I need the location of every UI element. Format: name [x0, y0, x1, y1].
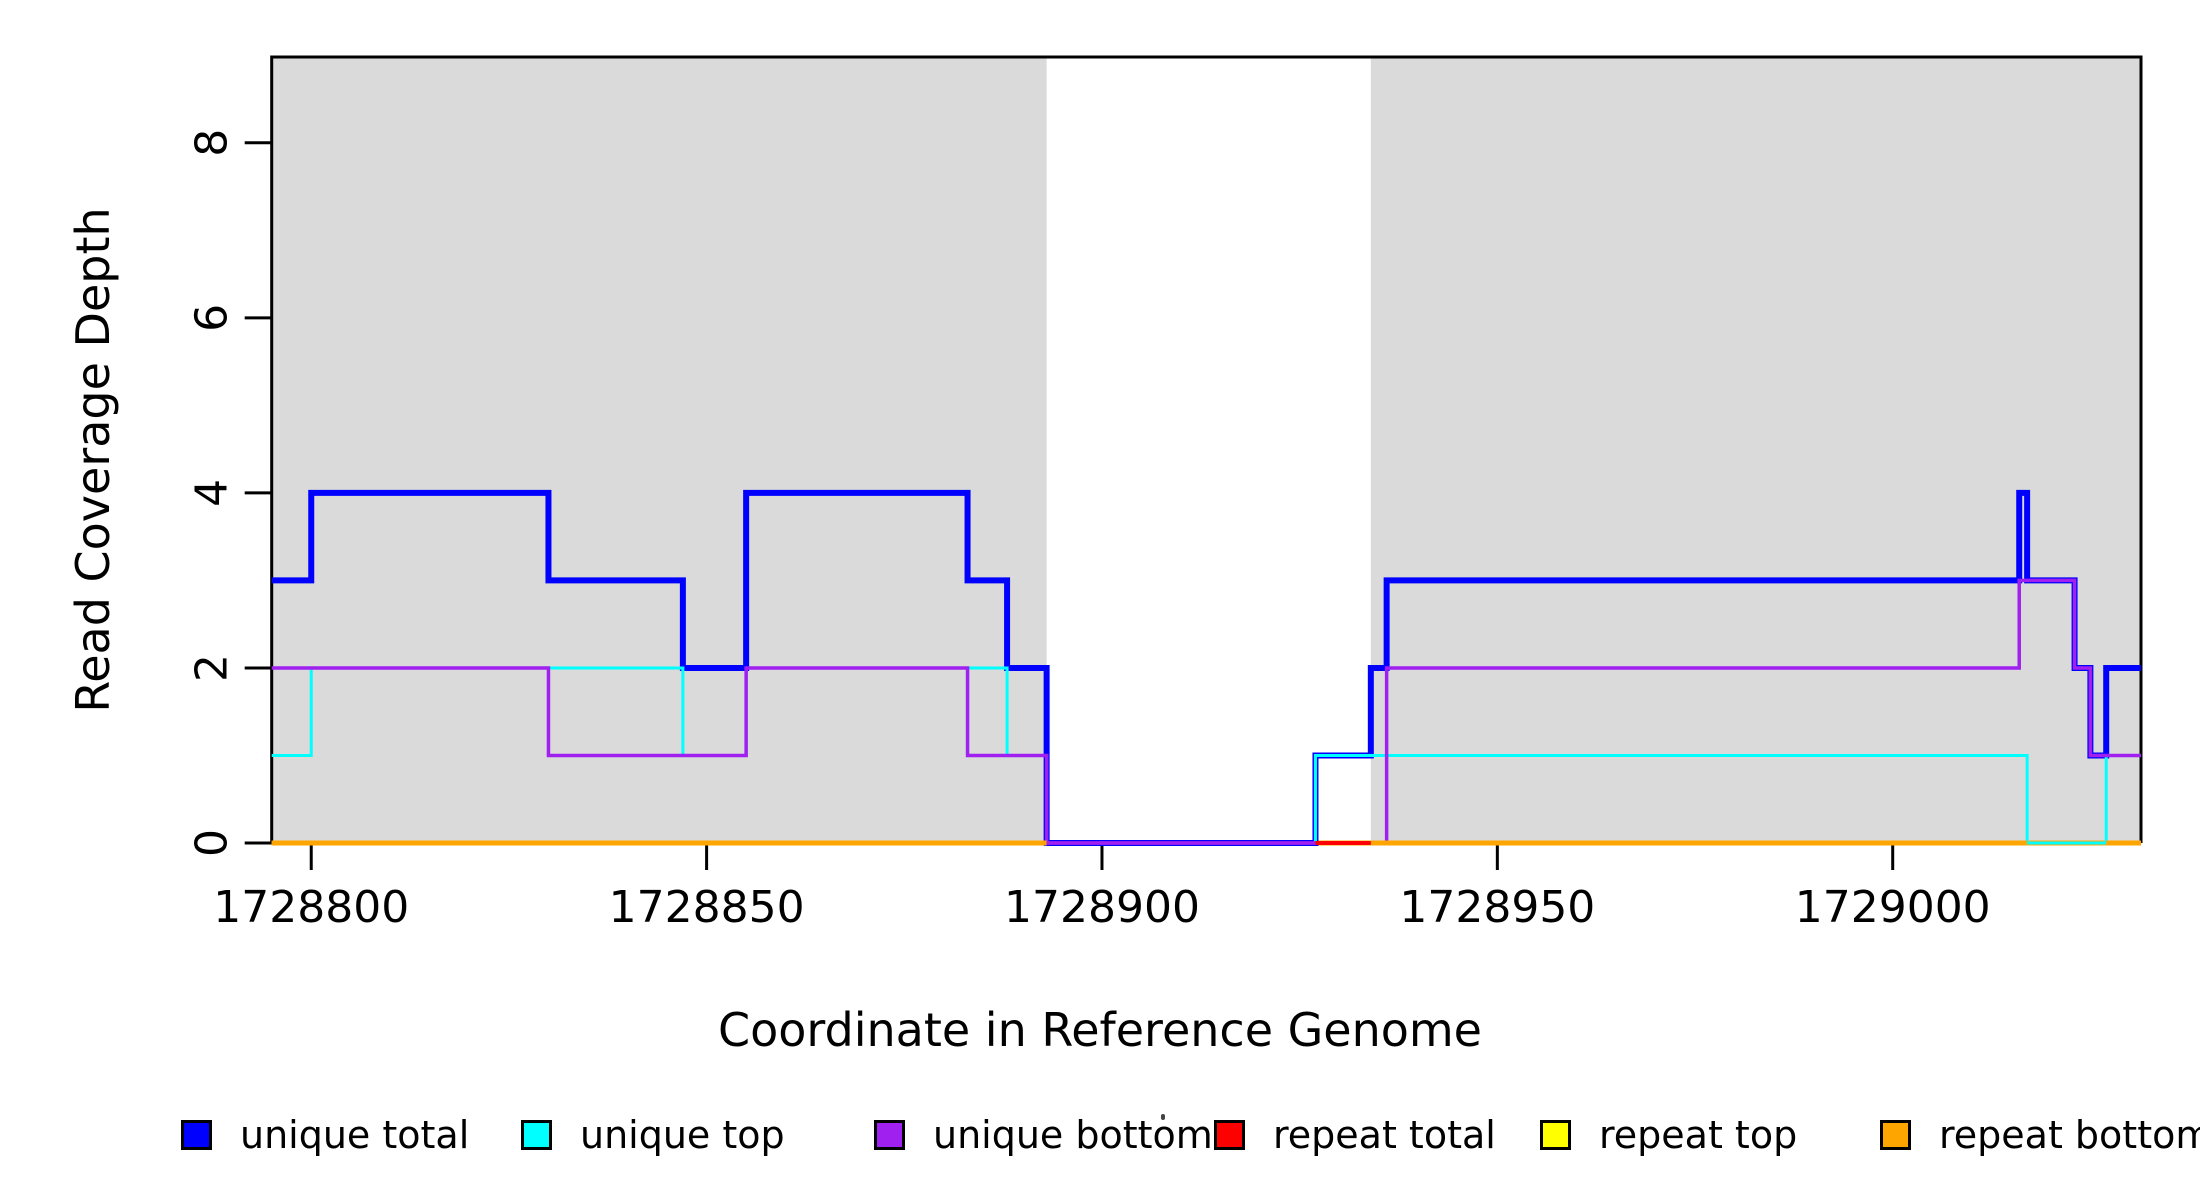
x-tick-label-1729000: 1729000 [1795, 882, 1991, 933]
y-tick-label-8: 8 [187, 129, 238, 157]
repeat-region-1 [271, 57, 1047, 843]
stray-dot [1161, 1114, 1165, 1120]
y-axis-title: Read Coverage Depth [66, 207, 120, 713]
y-tick-label-0: 0 [187, 829, 238, 857]
y-tick-label-6: 6 [187, 304, 238, 332]
x-tick-label-1728800: 1728800 [213, 882, 409, 933]
y-tick-label-4: 4 [187, 479, 238, 507]
repeat-region-2 [1370, 57, 2141, 843]
x-tick-label-1728950: 1728950 [1399, 882, 1595, 933]
y-tick-label-2: 2 [187, 654, 238, 682]
x-tick-label-1728850: 1728850 [609, 882, 805, 933]
x-tick-label-1728900: 1728900 [1004, 882, 1200, 933]
plot-border [270, 55, 2143, 843]
x-axis-title: Coordinate in Reference Genome [718, 1003, 1482, 1057]
